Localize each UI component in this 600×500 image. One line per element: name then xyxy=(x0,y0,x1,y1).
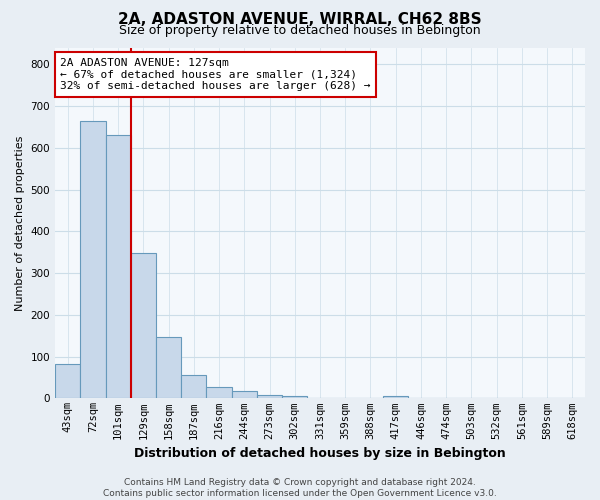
Text: Size of property relative to detached houses in Bebington: Size of property relative to detached ho… xyxy=(119,24,481,37)
Y-axis label: Number of detached properties: Number of detached properties xyxy=(15,136,25,310)
Bar xyxy=(257,395,282,398)
Bar xyxy=(232,391,257,398)
Bar xyxy=(181,374,206,398)
Text: 2A, ADASTON AVENUE, WIRRAL, CH62 8BS: 2A, ADASTON AVENUE, WIRRAL, CH62 8BS xyxy=(118,12,482,28)
Bar xyxy=(282,396,307,398)
Bar xyxy=(206,387,232,398)
Text: Contains HM Land Registry data © Crown copyright and database right 2024.
Contai: Contains HM Land Registry data © Crown c… xyxy=(103,478,497,498)
Bar xyxy=(131,253,156,398)
Bar xyxy=(156,336,181,398)
Bar xyxy=(383,396,409,398)
Bar xyxy=(106,135,131,398)
Bar xyxy=(55,364,80,398)
X-axis label: Distribution of detached houses by size in Bebington: Distribution of detached houses by size … xyxy=(134,447,506,460)
Bar xyxy=(80,120,106,398)
Text: 2A ADASTON AVENUE: 127sqm
← 67% of detached houses are smaller (1,324)
32% of se: 2A ADASTON AVENUE: 127sqm ← 67% of detac… xyxy=(61,58,371,91)
